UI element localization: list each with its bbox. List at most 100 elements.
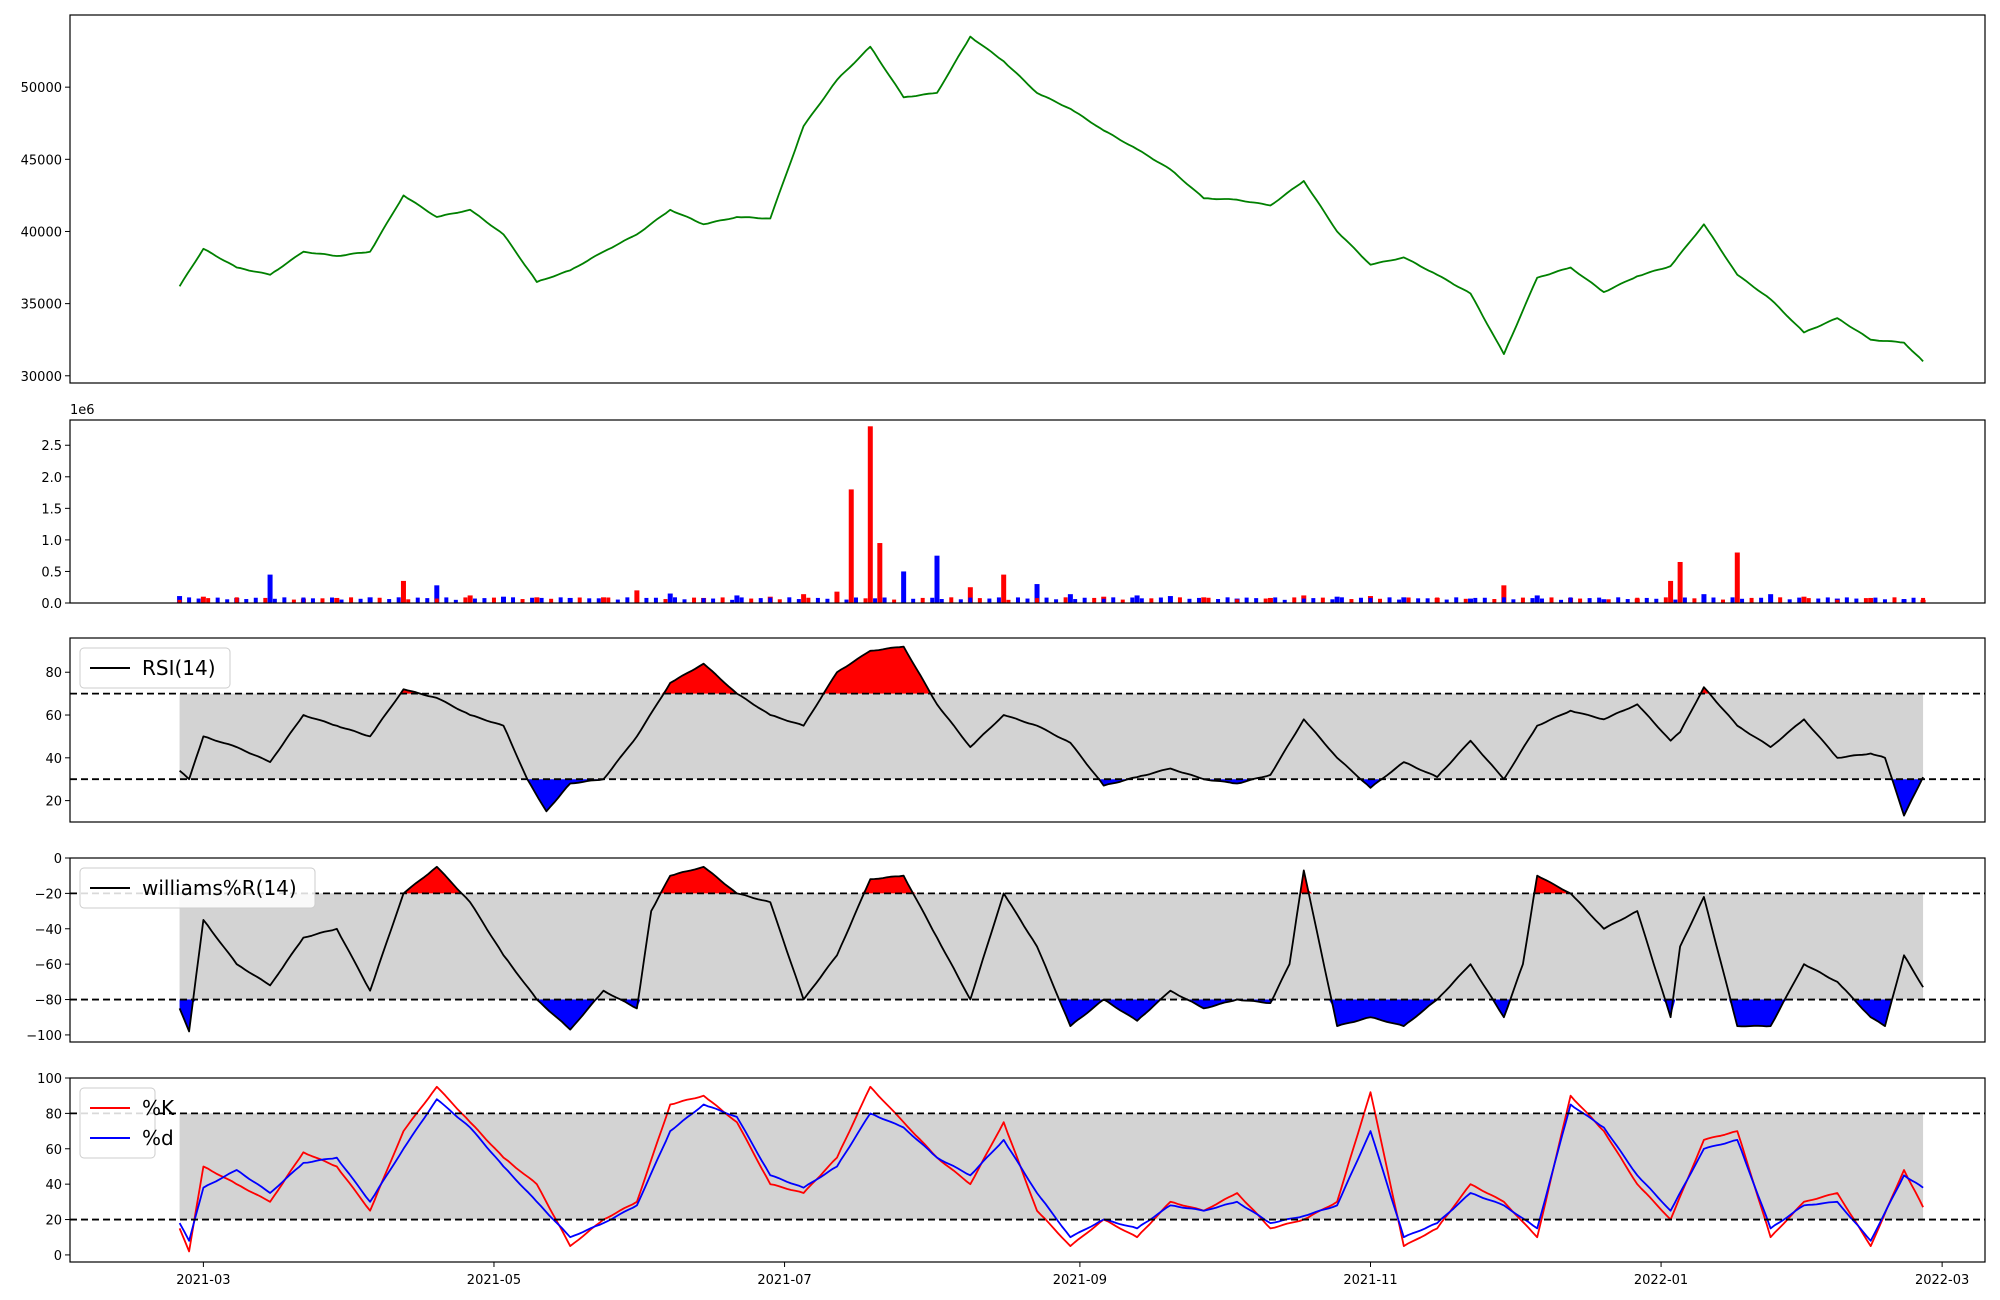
volume-bar [1139,598,1144,603]
volume-bar [882,597,887,603]
volume-bar [1663,597,1668,603]
y-tick-label: −20 [35,887,62,902]
volume-bar [854,597,859,603]
volume-bar [1082,597,1087,603]
volume-bar [1673,599,1678,603]
volume-bar [1073,599,1078,603]
oversold-fill [179,999,1924,1032]
volume-bar [539,597,544,603]
volume-bar [472,598,477,603]
volume-bar [177,599,182,603]
volume-bar [692,597,697,603]
volume-bar [1101,598,1106,603]
volume-bar [244,599,249,603]
legend-label: %d [142,1126,174,1150]
volume-bar [1168,599,1173,603]
series-line-k [178,1085,1924,1253]
volume-bar [1511,599,1516,603]
volume-bar [739,597,744,603]
x-tick-label: 2021-09 [1053,1273,1107,1288]
volume-bar [996,597,1001,603]
volume-bar [291,599,296,603]
volume-bar [1282,599,1287,603]
y-tick-label: 2.5 [41,439,62,454]
volume-bar [1473,597,1478,603]
volume-bar [815,597,820,603]
volume-bar [848,489,854,603]
volume-bar [267,574,273,603]
volume-bar [749,598,754,603]
volume-bar [1892,597,1897,603]
volume-bar [1044,597,1049,603]
rsi-line [179,645,1924,817]
volume-bar [1320,597,1325,603]
volume-bar [396,597,401,603]
volume-bar [196,598,201,603]
volume-bar [1740,598,1745,603]
volume-bar [349,597,354,603]
volume-bar [200,596,206,603]
axes-frame [69,419,1986,604]
y-tick-label: 80 [45,666,62,681]
volume-bar [777,599,782,603]
volume-bar [596,598,601,603]
volume-bar [558,597,563,603]
volume-bar [1425,598,1430,603]
volume-bar [1235,599,1240,603]
volume-bar [400,580,406,603]
y-tick-label: 40 [45,752,62,767]
volume-bar [1454,597,1459,603]
volume-bar [1520,597,1525,603]
volume-bar [1349,599,1354,603]
volume-bar [434,598,439,603]
volume-bar [320,598,325,603]
y-tick-label: −40 [35,923,62,938]
volume-bar [1578,598,1583,603]
volume-bar [1882,599,1887,603]
volume-bar [958,599,963,603]
volume-bar [758,598,763,603]
volume-bar [1263,598,1268,603]
volume-bar [768,597,773,603]
volume-bar [1835,599,1840,603]
volume-bar [1492,599,1497,603]
volume-bar [987,598,992,603]
volume-bar [1854,598,1859,603]
y-tick-label: 20 [45,795,62,810]
panel-price: 30000 35000 40000 45000 50000 [21,14,1986,385]
volume-bar [667,593,673,603]
y-tick-label: 1.5 [41,502,62,517]
volume-bar [634,598,639,603]
volume-bar [1711,597,1716,603]
volume-bar [1001,574,1007,603]
volume-bar [1167,596,1173,603]
volume-bar [301,597,306,603]
volume-bar [968,597,973,603]
volume-bar [1378,598,1383,603]
volume-bar [1873,597,1878,603]
volume-bar [806,597,811,603]
volume-bar [1902,599,1907,603]
legend-box [79,1087,156,1159]
volume-bar [334,597,340,603]
volume-bar [1267,597,1273,603]
volume-bar [1749,597,1754,603]
volume-bar [834,597,839,603]
volume-bar [206,598,211,603]
volume-bar [1206,597,1211,603]
volume-bar [587,598,592,603]
volume-bar [534,597,540,603]
volume-bar [1034,584,1040,603]
volume-bar [1158,597,1163,603]
x-tick-label: 2022-03 [1915,1273,1969,1288]
volume-bar [415,597,420,603]
price-line [178,35,1924,363]
volume-bar [1092,597,1097,603]
legend-label: RSI(14) [142,656,216,680]
axes-frame [69,14,1986,384]
volume-bar [606,597,611,603]
volume-bar [272,598,277,603]
volume-bar [844,599,849,603]
volume-bar [1682,597,1687,603]
